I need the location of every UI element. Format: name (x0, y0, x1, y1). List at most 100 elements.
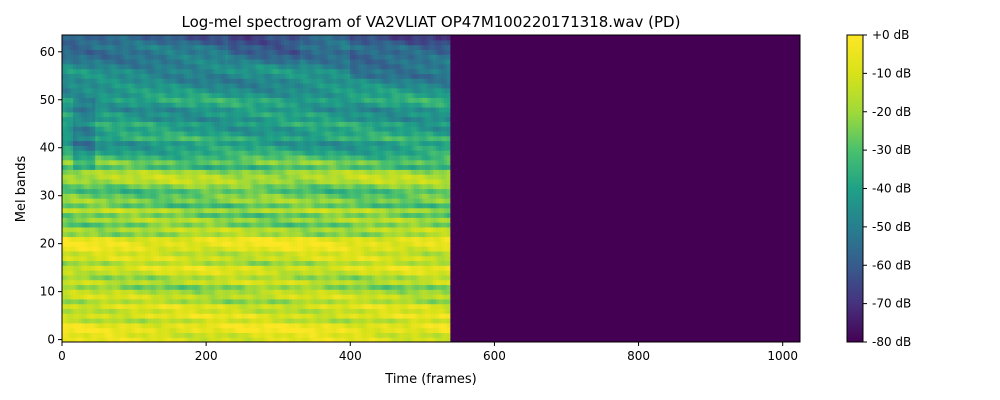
heatmap-cell (81, 130, 85, 137)
heatmap-cell (142, 121, 146, 127)
heatmap-cell (178, 58, 182, 65)
heatmap-cell (253, 231, 257, 238)
heatmap-cell (153, 35, 157, 41)
heatmap-cell (189, 279, 193, 286)
heatmap-cell (192, 250, 196, 257)
heatmap-cell (233, 102, 238, 108)
heatmap-cell (192, 217, 196, 223)
heatmap-cell (167, 97, 171, 103)
heatmap-cell (272, 260, 276, 266)
heatmap-cell (70, 92, 74, 98)
heatmap-cell (131, 150, 135, 156)
heatmap-cell (164, 284, 168, 290)
heatmap-cell (106, 241, 110, 247)
heatmap-cell (75, 35, 80, 41)
heatmap-cell (106, 154, 110, 161)
heatmap-cell (103, 35, 107, 41)
heatmap-cell (147, 169, 152, 175)
heatmap-cell (269, 332, 274, 338)
heatmap-cell (64, 116, 69, 122)
heatmap-cell (164, 313, 168, 319)
heatmap-cell (156, 337, 160, 342)
heatmap-cell (189, 78, 193, 84)
heatmap-cell (181, 308, 185, 314)
heatmap-cell (219, 154, 224, 161)
heatmap-cell (70, 255, 74, 262)
heatmap-cell (142, 97, 146, 103)
heatmap-cell (111, 332, 116, 338)
heatmap-cell (233, 35, 238, 41)
heatmap-cell (192, 82, 196, 89)
heatmap-cell (192, 246, 196, 252)
heatmap-cell (136, 250, 141, 257)
heatmap-cell (186, 222, 190, 228)
heatmap-cell (250, 54, 254, 60)
heatmap-cell (239, 126, 243, 132)
heatmap-cell (230, 97, 235, 103)
heatmap-cell (208, 188, 213, 194)
heatmap-cell (230, 332, 235, 338)
heatmap-cell (111, 140, 116, 146)
heatmap-cell (244, 150, 249, 156)
heatmap-cell (175, 337, 179, 342)
heatmap-cell (208, 198, 213, 204)
heatmap-cell (261, 193, 265, 199)
heatmap-cell (258, 159, 263, 166)
heatmap-cell (253, 54, 257, 60)
heatmap-cell (62, 140, 66, 146)
heatmap-cell (131, 73, 135, 79)
heatmap-cell (203, 255, 207, 262)
heatmap-cell (186, 332, 190, 338)
heatmap-cell (272, 246, 276, 252)
heatmap-cell (111, 298, 116, 305)
heatmap-cell (136, 212, 141, 218)
heatmap-cell (217, 337, 221, 342)
heatmap-cell (222, 106, 226, 113)
heatmap-cell (200, 226, 204, 233)
heatmap-cell (114, 188, 118, 194)
heatmap-cell (266, 78, 271, 84)
heatmap-cell (239, 289, 243, 295)
heatmap-cell (134, 217, 138, 223)
heatmap-cell (275, 255, 279, 262)
heatmap-cell (64, 298, 69, 305)
heatmap-cell (269, 318, 274, 324)
heatmap-cell (98, 289, 102, 295)
heatmap-cell (147, 145, 152, 151)
heatmap-cell (192, 241, 196, 247)
heatmap-cell (244, 284, 249, 290)
heatmap-cell (253, 63, 257, 70)
heatmap-cell (103, 188, 107, 194)
heatmap-cell (81, 145, 85, 151)
heatmap-cell (78, 150, 82, 156)
heatmap-cell (233, 49, 238, 55)
heatmap-cell (236, 322, 240, 329)
heatmap-cell (100, 154, 105, 161)
heatmap-cell (172, 318, 177, 324)
heatmap-cell (100, 58, 105, 65)
heatmap-cell (136, 226, 141, 233)
heatmap-cell (255, 169, 260, 175)
heatmap-cell (236, 169, 240, 175)
heatmap-cell (247, 270, 251, 276)
heatmap-cell (62, 212, 66, 218)
heatmap-cell (145, 92, 149, 98)
heatmap-cell (122, 92, 127, 98)
heatmap-cell (117, 322, 121, 329)
heatmap-cell (67, 121, 71, 127)
heatmap-cell (158, 294, 163, 300)
heatmap-cell (242, 188, 246, 194)
heatmap-cell (161, 111, 166, 118)
heatmap-cell (156, 92, 160, 98)
heatmap-cell (92, 222, 96, 228)
heatmap-cell (253, 289, 257, 295)
heatmap-cell (106, 78, 110, 84)
heatmap-cell (150, 82, 154, 89)
heatmap-cell (192, 63, 196, 70)
heatmap-cell (214, 111, 218, 118)
heatmap-cell (200, 68, 204, 74)
heatmap-cell (109, 44, 113, 50)
heatmap-cell (269, 111, 274, 118)
heatmap-cell (189, 298, 193, 305)
heatmap-cell (208, 82, 213, 89)
